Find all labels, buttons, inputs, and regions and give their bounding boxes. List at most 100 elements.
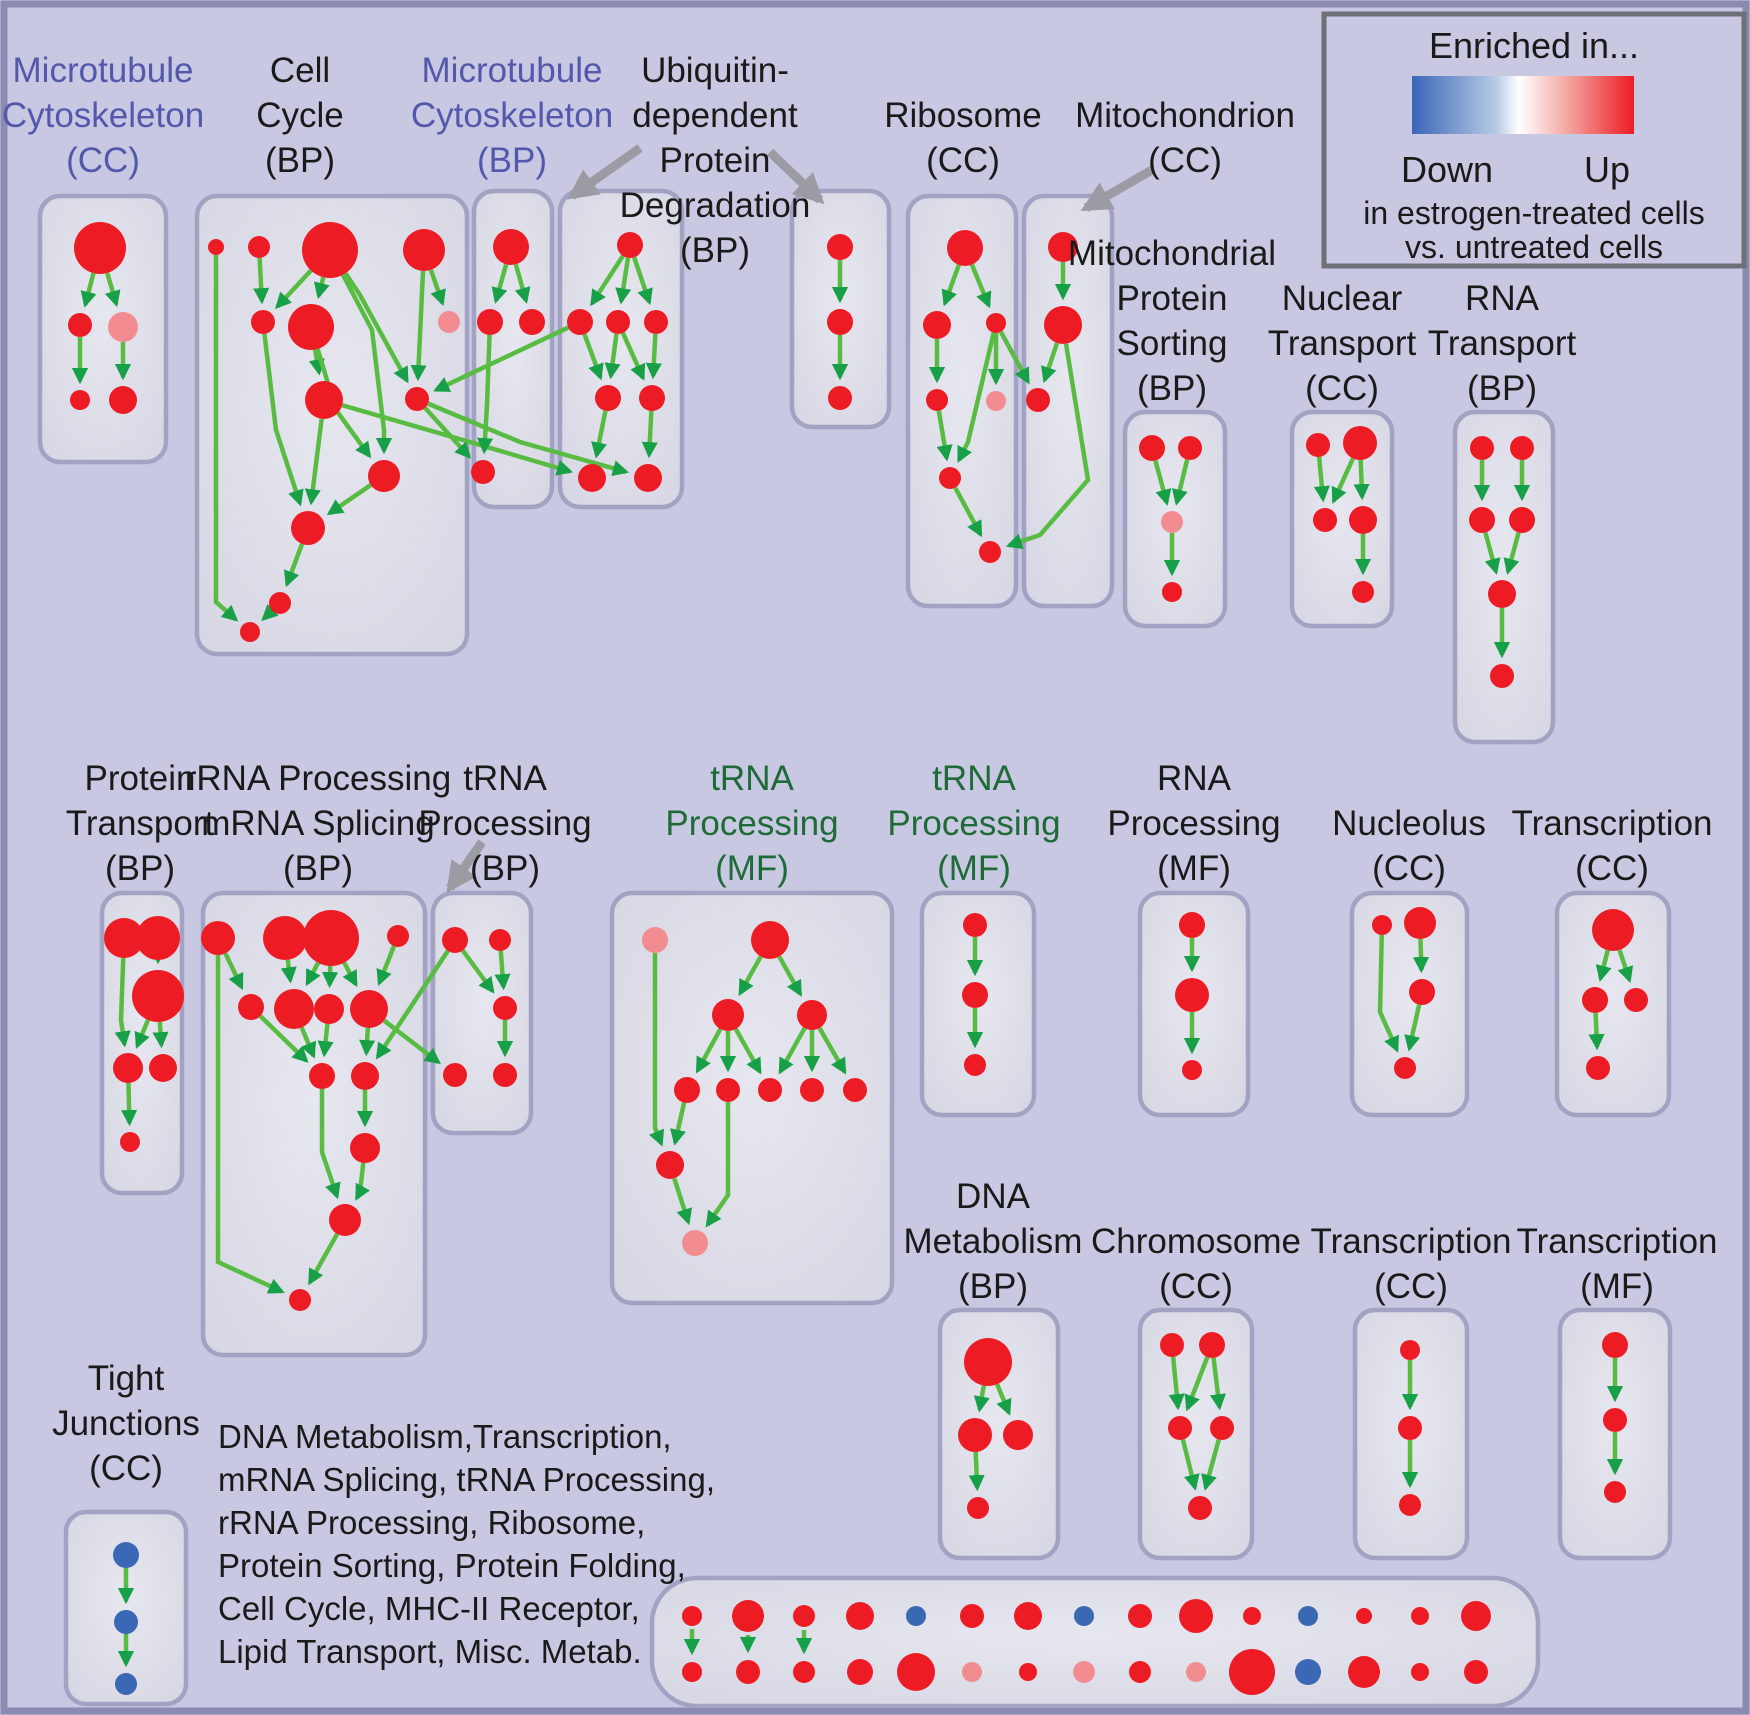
strip-node-bottom-11	[1229, 1649, 1275, 1695]
node-b1	[827, 234, 853, 260]
edge-tb1-q10	[375, 949, 450, 1060]
edge-tb2-tb3	[494, 950, 511, 991]
strip-node-top-7	[1014, 1602, 1042, 1630]
edge-r3-mt3	[998, 330, 1030, 385]
node-a3	[108, 312, 138, 342]
edge-a1-a3	[104, 272, 121, 308]
cluster-label-nuclear-transport: Nuclear Transport (CC)	[1268, 279, 1417, 408]
edge-g4-g7	[778, 1026, 807, 1075]
strip-node-top-1	[682, 1606, 702, 1626]
edge-g2-g4	[777, 955, 803, 997]
strip-node-bottom-8	[1073, 1661, 1095, 1683]
node-t6	[1490, 664, 1514, 688]
node-m1	[493, 229, 529, 265]
node-q3	[303, 910, 359, 966]
network-box-mt-bp	[471, 188, 555, 510]
node-c6	[288, 304, 334, 350]
gray-arrow-to-trna-bp-box	[446, 839, 486, 894]
node-tb2	[489, 929, 511, 951]
edge-q4-q8	[376, 945, 397, 986]
strip-node-bottom-14	[1411, 1663, 1429, 1681]
edge-u1-u2	[590, 254, 625, 307]
edge-n2-n4	[1353, 459, 1370, 501]
strip-node-top-14	[1411, 1607, 1429, 1625]
node-v3	[115, 1673, 137, 1695]
strip-node-top-5	[906, 1606, 926, 1626]
node-h1	[963, 913, 987, 937]
edge-g5-g10	[670, 1102, 687, 1146]
edge-q5-q9	[258, 1014, 309, 1063]
edge-c3-c5	[275, 268, 313, 309]
edge-k2-k4	[1588, 1012, 1605, 1051]
node-u7	[578, 464, 606, 492]
edge-q2-q6	[280, 959, 297, 984]
strip-node-top-15	[1461, 1601, 1491, 1631]
gray-arrow-to-ub-box-left	[567, 144, 643, 200]
edge-s2-s3	[1171, 459, 1190, 506]
node-b3	[828, 386, 852, 410]
node-f2	[1398, 1416, 1422, 1440]
node-k4	[1586, 1056, 1610, 1080]
node-p5	[149, 1054, 177, 1082]
node-e2	[1199, 1332, 1225, 1358]
cluster-label-trna-mf-2: tRNA Processing (MF)	[887, 759, 1060, 888]
node-g10	[656, 1151, 684, 1179]
node-q6	[274, 989, 314, 1029]
node-r3	[986, 313, 1006, 333]
strip-node-bottom-10	[1186, 1662, 1206, 1682]
node-s2	[1178, 436, 1202, 460]
network-box-ub-b	[789, 188, 892, 430]
node-w3	[1604, 1481, 1626, 1503]
node-r6	[939, 467, 961, 489]
node-u4	[644, 310, 668, 334]
node-i3	[1182, 1060, 1202, 1080]
strip-node-bottom-3	[793, 1661, 815, 1683]
edge-r1-r2	[941, 264, 961, 307]
node-p4	[113, 1053, 143, 1083]
node-tb4	[443, 1063, 467, 1087]
node-c1	[208, 239, 224, 255]
node-q1	[201, 921, 235, 955]
edge-r3-r6	[956, 332, 996, 464]
node-m2	[477, 309, 503, 335]
cluster-label-misc-list: DNA Metabolism,Transcription, mRNA Splici…	[218, 1418, 715, 1670]
cluster-label-transcription-cc: Transcription (CC)	[1512, 804, 1713, 888]
legend-label-up: Up	[1584, 149, 1630, 190]
node-f3	[1399, 1494, 1421, 1516]
node-a4	[70, 390, 90, 410]
node-d1	[964, 1338, 1012, 1386]
strip-node-bottom-9	[1129, 1661, 1151, 1683]
node-c9	[405, 387, 429, 411]
node-h3	[964, 1054, 986, 1076]
node-j1	[1372, 915, 1392, 935]
edge-u6-u8	[641, 410, 658, 459]
node-g2	[751, 921, 789, 959]
edge-m2-m4	[476, 334, 494, 455]
strip-node-top-11	[1243, 1607, 1261, 1625]
node-c12	[269, 592, 291, 614]
node-e4	[1210, 1416, 1234, 1440]
node-h2	[962, 982, 988, 1008]
node-g9	[843, 1078, 867, 1102]
node-c11	[291, 511, 325, 545]
node-u6	[639, 385, 665, 411]
network-box-bottom-strip	[649, 1575, 1541, 1709]
node-a1	[74, 222, 126, 274]
legend-note-line2: vs. untreated cells	[1405, 229, 1663, 265]
edge-u3-u5	[604, 333, 621, 380]
node-n2	[1343, 426, 1377, 460]
edge-g6-g11	[705, 1102, 731, 1228]
node-c10	[368, 460, 400, 492]
node-g5	[674, 1077, 700, 1103]
legend-gradient-bar	[1412, 76, 1634, 134]
cluster-label-rrna-mrna: rRNA Processing mRNA Splicing (BP)	[185, 759, 451, 888]
edge-mt2-mt3	[1041, 342, 1060, 384]
strip-node-bottom-5	[897, 1653, 935, 1691]
node-c7	[438, 311, 460, 333]
edge-c9-u8	[427, 401, 629, 477]
node-b2	[827, 309, 853, 335]
cluster-label-rna-transport: RNA Transport (BP)	[1428, 279, 1577, 408]
edge-c1-c13	[213, 255, 239, 622]
